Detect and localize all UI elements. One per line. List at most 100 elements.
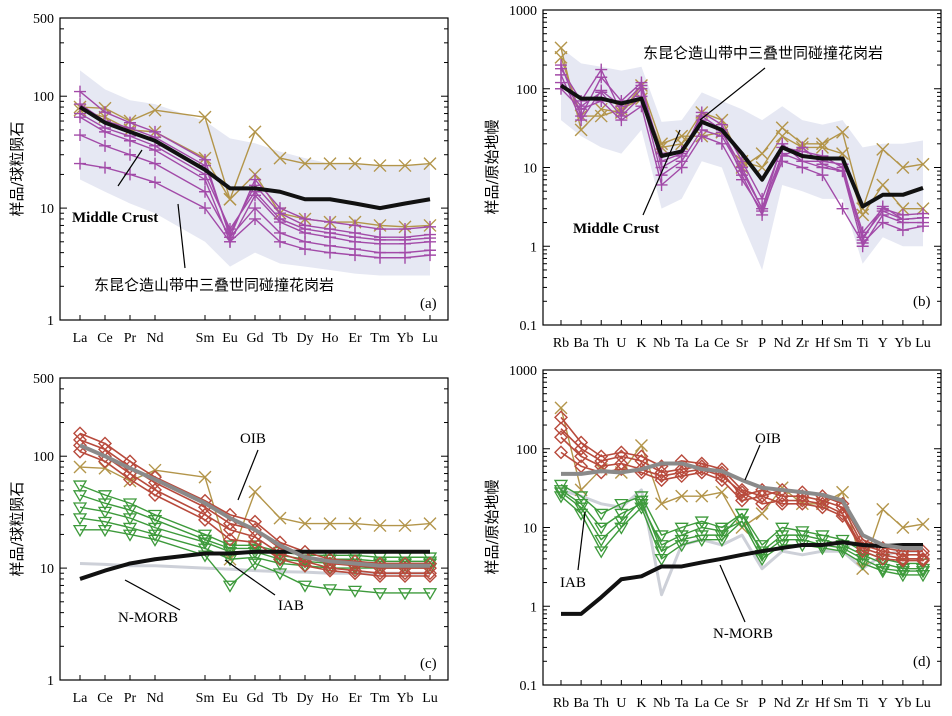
x-tick-label: Yb <box>396 331 413 346</box>
x-tick-label: Ce <box>97 331 113 346</box>
x-tick-label: Tb <box>272 691 288 706</box>
y-tick-label: 1 <box>47 314 54 329</box>
oib-series-line <box>79 443 430 568</box>
data-point <box>614 462 629 477</box>
data-point <box>398 159 412 173</box>
x-tick-label: Er <box>348 331 362 346</box>
data-point <box>775 489 790 504</box>
data-point <box>72 513 88 526</box>
x-tick-label: Gd <box>246 331 263 346</box>
y-axis-label-d: 样品/原始地幔 <box>483 479 501 574</box>
data-point <box>323 517 337 531</box>
nmorb-series-line <box>79 549 430 581</box>
data-point <box>594 109 608 123</box>
granite-field-area <box>80 70 430 276</box>
data-point <box>876 502 890 516</box>
data-point <box>124 116 136 129</box>
data-point <box>72 490 88 503</box>
data-point <box>147 534 163 547</box>
data-point <box>398 566 412 581</box>
data-point <box>876 178 890 192</box>
data-point <box>654 553 669 567</box>
data-point <box>917 220 929 233</box>
data-point <box>553 485 569 498</box>
data-point <box>199 202 211 215</box>
data-point <box>815 496 830 511</box>
data-point <box>714 473 729 488</box>
data-point <box>322 584 338 597</box>
data-point <box>594 546 609 559</box>
x-tick-label: Zr <box>796 696 810 711</box>
x-tick-label: Pr <box>124 331 137 346</box>
red-sample-series-line <box>560 451 923 562</box>
data-point <box>634 495 649 508</box>
data-point <box>247 543 263 556</box>
x-tick-label: La <box>73 691 89 706</box>
data-point <box>249 173 261 186</box>
data-point <box>755 507 769 521</box>
data-point <box>574 449 589 464</box>
data-point <box>855 558 870 571</box>
data-point <box>875 544 890 559</box>
data-point <box>297 580 313 593</box>
data-point <box>775 522 790 535</box>
data-point <box>675 161 688 174</box>
nmorb-series <box>561 540 923 616</box>
data-point <box>273 151 287 165</box>
middle-crust-series-line <box>559 83 924 209</box>
data-point <box>399 223 411 236</box>
middle-crust-label-a: Middle Crust <box>72 210 158 226</box>
data-point <box>299 212 311 225</box>
data-point <box>675 489 689 503</box>
data-point <box>223 532 237 547</box>
data-point <box>654 465 669 480</box>
data-point <box>554 401 568 415</box>
granite-pointer-a <box>177 203 186 269</box>
data-point <box>249 212 261 225</box>
data-point <box>248 485 262 499</box>
x-tick-label: La <box>694 696 710 711</box>
data-point <box>896 224 909 237</box>
data-point <box>73 444 87 459</box>
data-point <box>122 529 138 542</box>
data-point <box>99 106 111 119</box>
x-tick-label: Y <box>878 696 888 711</box>
y-tick-label: 10 <box>523 162 537 177</box>
nmorb-pointer-d <box>719 564 746 623</box>
x-tick-label: Ce <box>97 691 113 706</box>
data-point <box>835 509 850 523</box>
data-point <box>298 517 312 531</box>
data-point <box>74 129 86 142</box>
data-point <box>896 213 909 226</box>
data-point <box>323 157 337 171</box>
data-point <box>553 487 569 500</box>
data-point <box>875 551 890 566</box>
data-point <box>199 153 211 166</box>
data-point <box>74 107 86 120</box>
data-point <box>815 493 830 508</box>
y-tick-label: 1000 <box>509 364 537 379</box>
data-point <box>776 155 789 168</box>
y-tick-label: 10 <box>523 522 537 537</box>
data-point <box>248 125 262 139</box>
data-point <box>348 566 362 581</box>
data-point <box>896 521 910 534</box>
y-tick-label: 100 <box>33 450 54 465</box>
data-point <box>714 522 730 535</box>
x-tick-label: Lu <box>915 336 931 351</box>
data-point <box>224 235 236 248</box>
data-point <box>554 445 568 460</box>
data-point <box>554 50 568 64</box>
data-point <box>97 516 113 529</box>
data-point <box>836 485 850 499</box>
data-point <box>574 441 589 456</box>
data-point <box>122 498 138 511</box>
panel-label-a: (a) <box>420 296 437 312</box>
data-point <box>915 570 931 583</box>
iab-pointer-d <box>577 511 586 571</box>
data-point <box>197 543 213 556</box>
data-point <box>373 569 387 583</box>
data-point <box>223 192 237 206</box>
data-point <box>775 493 790 508</box>
data-point <box>815 500 830 515</box>
